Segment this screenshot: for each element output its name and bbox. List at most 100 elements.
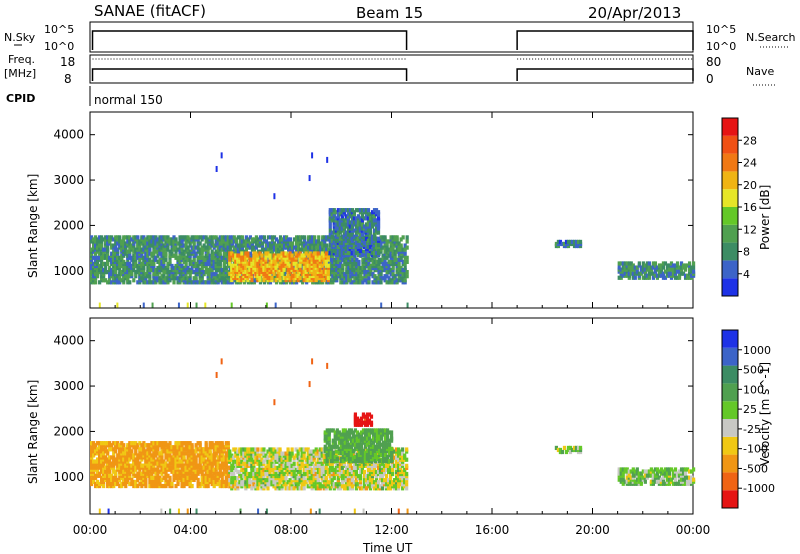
data-cell	[186, 459, 190, 464]
data-cell	[354, 250, 359, 256]
data-cell	[314, 277, 318, 283]
data-cell	[278, 253, 282, 258]
data-cell	[254, 239, 259, 244]
data-cell	[286, 447, 290, 452]
data-cell	[160, 471, 164, 476]
data-cell	[194, 245, 198, 250]
data-cell	[186, 447, 190, 452]
data-cell	[224, 461, 228, 466]
data-cell	[373, 259, 377, 264]
data-cell	[348, 240, 352, 245]
data-cell	[98, 441, 102, 446]
data-cell	[298, 486, 302, 491]
data-cell	[108, 465, 112, 470]
data-cell	[248, 478, 252, 483]
data-cell	[260, 241, 265, 246]
data-cell	[290, 463, 294, 468]
data-cell	[204, 479, 208, 485]
data-cell	[268, 465, 272, 470]
data-cell	[352, 210, 357, 215]
data-cell	[214, 477, 218, 483]
data-cell	[224, 265, 228, 271]
data-cell	[232, 239, 236, 244]
station-title: SANAE (fitACF)	[94, 2, 206, 20]
data-cell	[270, 473, 274, 479]
data-cell	[399, 255, 403, 260]
data-cell	[349, 259, 353, 264]
data-cell	[114, 477, 118, 483]
data-cell	[166, 269, 170, 275]
data-cell	[268, 459, 272, 464]
data-cell	[232, 459, 236, 464]
data-cell	[158, 235, 162, 240]
data-cell	[377, 269, 381, 275]
data-cell	[258, 265, 262, 270]
data-cell	[132, 257, 136, 262]
data-cell	[254, 455, 258, 460]
data-cell	[204, 441, 208, 446]
data-cell	[132, 253, 136, 258]
data-cell	[256, 480, 260, 485]
data-cell	[256, 261, 260, 266]
data-cell	[152, 445, 156, 450]
data-cell	[405, 259, 409, 264]
data-cell	[202, 457, 206, 462]
data-cell	[244, 471, 248, 477]
data-cell	[296, 453, 300, 458]
data-cell	[288, 251, 292, 256]
data-cell	[154, 235, 158, 240]
data-cell	[346, 230, 350, 235]
data-cell	[184, 255, 188, 260]
nave-tick-low: 0	[706, 72, 714, 86]
data-cell	[170, 241, 174, 246]
data-cell	[244, 457, 248, 462]
data-cell	[176, 280, 180, 285]
data-cell	[222, 467, 226, 472]
data-cell	[182, 467, 186, 472]
data-cell	[252, 255, 256, 260]
data-cell	[160, 483, 164, 489]
data-cell	[366, 216, 371, 221]
data-cell	[262, 451, 266, 456]
data-cell	[272, 241, 277, 246]
data-cell	[272, 247, 277, 252]
data-cell	[288, 478, 292, 483]
data-cell	[371, 255, 375, 260]
data-cell	[234, 267, 238, 272]
data-cell	[687, 271, 692, 276]
data-cell	[210, 278, 214, 283]
data-cell	[262, 235, 267, 240]
data-cell	[214, 441, 218, 446]
data-cell	[172, 445, 176, 450]
data-cell	[114, 276, 118, 281]
data-cell	[282, 463, 286, 468]
data-cell	[325, 247, 329, 252]
data-cell	[368, 230, 373, 235]
data-cell	[168, 269, 172, 275]
data-cell	[220, 463, 224, 468]
data-cell	[180, 255, 184, 260]
data-cell	[204, 475, 208, 480]
data-cell	[98, 251, 102, 256]
data-cell	[98, 459, 102, 464]
data-cell	[98, 449, 102, 454]
data-cell	[364, 250, 369, 256]
data-cell	[150, 465, 154, 470]
data-cell	[204, 459, 208, 464]
data-cell	[338, 218, 342, 223]
data-cell	[182, 451, 186, 456]
data-cell	[369, 267, 373, 273]
range-tick-label: 1000	[53, 470, 84, 484]
data-cell	[220, 471, 224, 476]
data-cell	[370, 224, 375, 229]
nsearch-label: N.Search	[746, 31, 796, 44]
data-cell	[268, 245, 273, 250]
data-cell	[363, 269, 367, 275]
data-cell	[240, 459, 244, 464]
data-cell	[401, 259, 405, 264]
data-cell	[375, 276, 379, 281]
data-cell	[142, 247, 146, 252]
data-cell	[164, 441, 168, 446]
data-cell	[232, 455, 236, 460]
data-cell	[230, 453, 234, 458]
